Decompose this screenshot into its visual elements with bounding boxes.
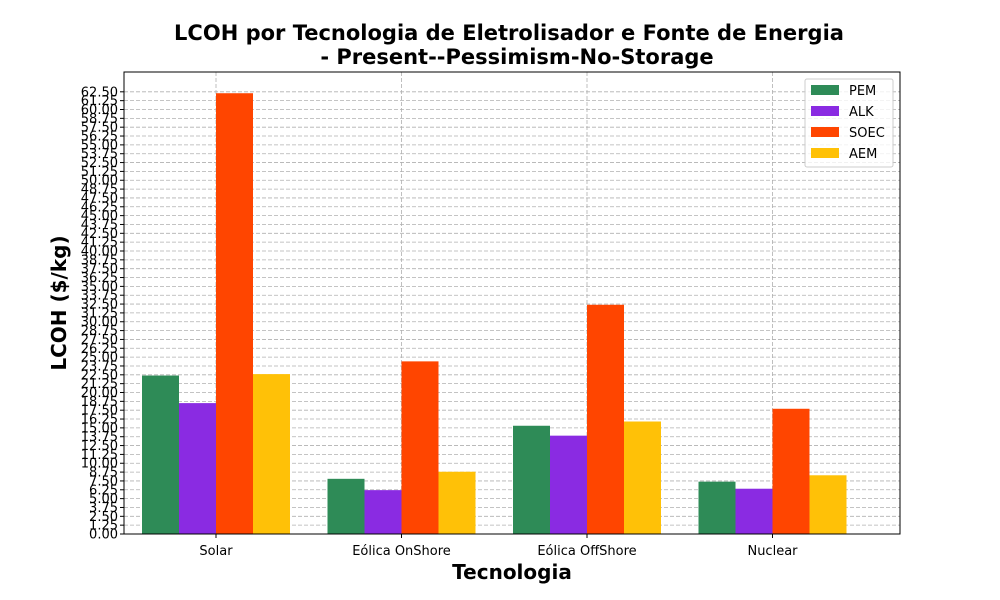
y-tick-label: 22.50 [81, 368, 118, 383]
y-tick-label: 55.00 [81, 138, 118, 153]
bar-alk-3 [735, 488, 773, 534]
y-tick-label: 27.50 [81, 333, 118, 348]
y-tick-label: 2.50 [89, 510, 118, 525]
y-tick-label: 17.50 [81, 404, 118, 419]
x-tick-label: Eólica OffShore [537, 544, 636, 559]
x-axis-ticks: Solar Eólica OnShore Eólica OffShore Nuclea… [199, 534, 798, 559]
x-axis-label: Tecnologia [452, 560, 572, 584]
y-tick-label: 32.50 [81, 298, 118, 313]
y-tick-label: 20.00 [81, 386, 118, 401]
y-tick-label: 40.00 [81, 244, 118, 259]
legend-label-alk: ALK [849, 105, 874, 120]
y-tick-label: 0.00 [89, 528, 118, 543]
bar-aem-0 [253, 374, 290, 534]
legend-label-pem: PEM [849, 84, 876, 99]
y-tick-label: 50.00 [81, 174, 118, 189]
bar-aem-1 [438, 471, 476, 534]
x-tick-label: Eólica OnShore [352, 544, 451, 559]
y-tick-label: 46.25 [81, 200, 118, 215]
y-axis-ticks: 0.001.252.503.755.006.257.508.7510.0011.… [81, 85, 124, 543]
legend-swatch-pem [811, 85, 839, 95]
bar-alk-2 [550, 435, 587, 534]
y-tick-label: 36.25 [81, 271, 118, 286]
bar-alk-0 [179, 403, 216, 534]
y-tick-label: 7.50 [89, 474, 118, 489]
y-tick-label: 5.00 [89, 492, 118, 507]
bar-soec-0 [216, 93, 253, 535]
y-tick-label: 47.50 [81, 191, 118, 206]
legend-swatch-alk [811, 106, 839, 116]
y-tick-label: 6.25 [89, 483, 118, 498]
bar-aem-3 [809, 475, 847, 534]
chart-title-line1: LCOH por Tecnologia de Eletrolisador e F… [174, 21, 844, 45]
y-tick-label: 26.25 [81, 342, 118, 357]
plot-frame [123, 71, 901, 535]
y-tick-label: 1.25 [89, 519, 118, 534]
legend: PEM ALK SOEC AEM [804, 78, 894, 168]
y-tick-label: 57.50 [81, 121, 118, 136]
bar-pem-1 [327, 478, 365, 534]
y-tick-label: 30.00 [81, 315, 118, 330]
y-tick-label: 42.50 [81, 227, 118, 242]
bar-soec-3 [772, 408, 810, 534]
y-tick-label: 60.00 [81, 103, 118, 118]
bar-pem-2 [513, 425, 550, 534]
chart-title-line2: - Present--Pessimism-No-Storage [320, 45, 713, 69]
x-tick-label: Solar [199, 544, 233, 559]
y-tick-label: 35.00 [81, 280, 118, 295]
y-tick-label: 52.50 [81, 156, 118, 171]
x-tick-label: Nuclear [747, 544, 798, 559]
legend-swatch-aem [811, 148, 839, 158]
bar-soec-2 [587, 304, 624, 534]
y-tick-label: 56.25 [81, 130, 118, 145]
y-tick-label: 61.25 [81, 94, 118, 109]
y-tick-label: 12.50 [81, 439, 118, 454]
y-tick-label: 62.50 [81, 85, 118, 100]
y-tick-label: 23.75 [81, 359, 118, 374]
y-tick-label: 53.75 [81, 147, 118, 162]
y-axis-label: LCOH ($/kg) [47, 235, 71, 370]
bars [142, 93, 847, 535]
y-tick-label: 10.00 [81, 457, 118, 472]
y-tick-label: 25.00 [81, 351, 118, 366]
y-tick-label: 8.75 [89, 466, 118, 481]
y-tick-label: 41.25 [81, 236, 118, 251]
y-tick-label: 11.25 [81, 448, 118, 463]
bar-aem-2 [624, 421, 661, 534]
y-tick-label: 33.75 [81, 289, 118, 304]
y-tick-label: 28.75 [81, 324, 118, 339]
y-tick-label: 58.75 [81, 112, 118, 127]
y-tick-label: 43.75 [81, 218, 118, 233]
y-tick-label: 38.75 [81, 253, 118, 268]
legend-label-aem: AEM [849, 147, 877, 162]
y-tick-label: 3.75 [89, 501, 118, 516]
legend-box [804, 78, 894, 168]
legend-swatch-soec [811, 127, 839, 137]
bar-alk-1 [364, 490, 402, 534]
bar-pem-0 [142, 375, 179, 534]
y-tick-label: 16.25 [81, 413, 118, 428]
y-tick-label: 15.00 [81, 421, 118, 436]
bar-pem-3 [698, 481, 736, 534]
y-tick-label: 21.25 [81, 377, 118, 392]
bar-soec-1 [401, 361, 439, 534]
y-tick-label: 45.00 [81, 209, 118, 224]
y-tick-label: 31.25 [81, 306, 118, 321]
y-tick-label: 51.25 [81, 165, 118, 180]
y-tick-label: 13.75 [81, 430, 118, 445]
y-tick-label: 37.50 [81, 262, 118, 277]
y-tick-label: 18.75 [81, 395, 118, 410]
y-tick-label: 48.75 [81, 183, 118, 198]
legend-label-soec: SOEC [849, 126, 885, 141]
